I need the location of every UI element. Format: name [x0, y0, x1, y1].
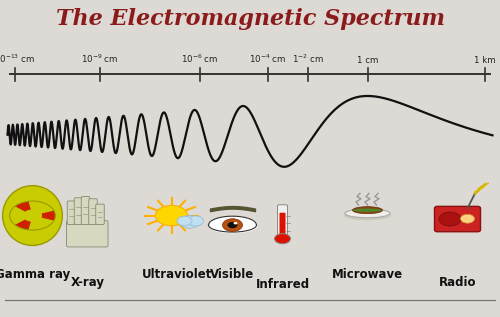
Circle shape: [228, 222, 237, 228]
Text: Ultraviolet: Ultraviolet: [142, 268, 212, 281]
Text: 10$^{-6}$ cm: 10$^{-6}$ cm: [182, 53, 218, 65]
Text: X-ray: X-ray: [70, 276, 104, 289]
Circle shape: [460, 214, 474, 223]
Text: 10$^{-13}$ cm: 10$^{-13}$ cm: [0, 53, 36, 65]
FancyBboxPatch shape: [89, 199, 97, 224]
Circle shape: [28, 212, 38, 219]
FancyBboxPatch shape: [74, 198, 82, 224]
Ellipse shape: [344, 211, 391, 220]
Ellipse shape: [345, 209, 390, 218]
FancyBboxPatch shape: [280, 213, 285, 236]
Circle shape: [222, 219, 242, 231]
Circle shape: [180, 216, 200, 228]
Wedge shape: [15, 219, 31, 230]
Wedge shape: [15, 201, 31, 212]
Circle shape: [188, 216, 204, 226]
Text: 10$^{-4}$ cm: 10$^{-4}$ cm: [249, 53, 286, 65]
FancyBboxPatch shape: [66, 221, 108, 247]
Wedge shape: [42, 210, 56, 221]
Text: 1$^{-2}$ cm: 1$^{-2}$ cm: [292, 53, 324, 65]
Circle shape: [274, 234, 290, 244]
Text: The Electromagnetic Spectrum: The Electromagnetic Spectrum: [56, 8, 444, 30]
FancyBboxPatch shape: [434, 206, 480, 232]
Text: Gamma ray: Gamma ray: [0, 268, 70, 281]
FancyBboxPatch shape: [96, 204, 104, 224]
Text: Visible: Visible: [210, 268, 254, 281]
Circle shape: [234, 222, 237, 224]
Text: 10$^{-9}$ cm: 10$^{-9}$ cm: [82, 53, 118, 65]
FancyBboxPatch shape: [67, 201, 76, 224]
Circle shape: [439, 212, 461, 226]
Text: Radio: Radio: [439, 276, 476, 289]
Text: 1 km: 1 km: [474, 56, 496, 65]
Ellipse shape: [352, 207, 382, 214]
Circle shape: [156, 205, 188, 226]
Text: Microwave: Microwave: [332, 268, 403, 281]
Text: Infrared: Infrared: [256, 278, 310, 291]
FancyBboxPatch shape: [81, 197, 90, 224]
Ellipse shape: [2, 186, 62, 245]
Text: 1 cm: 1 cm: [357, 56, 378, 65]
Ellipse shape: [353, 209, 382, 212]
Circle shape: [177, 216, 192, 226]
FancyBboxPatch shape: [278, 205, 287, 239]
